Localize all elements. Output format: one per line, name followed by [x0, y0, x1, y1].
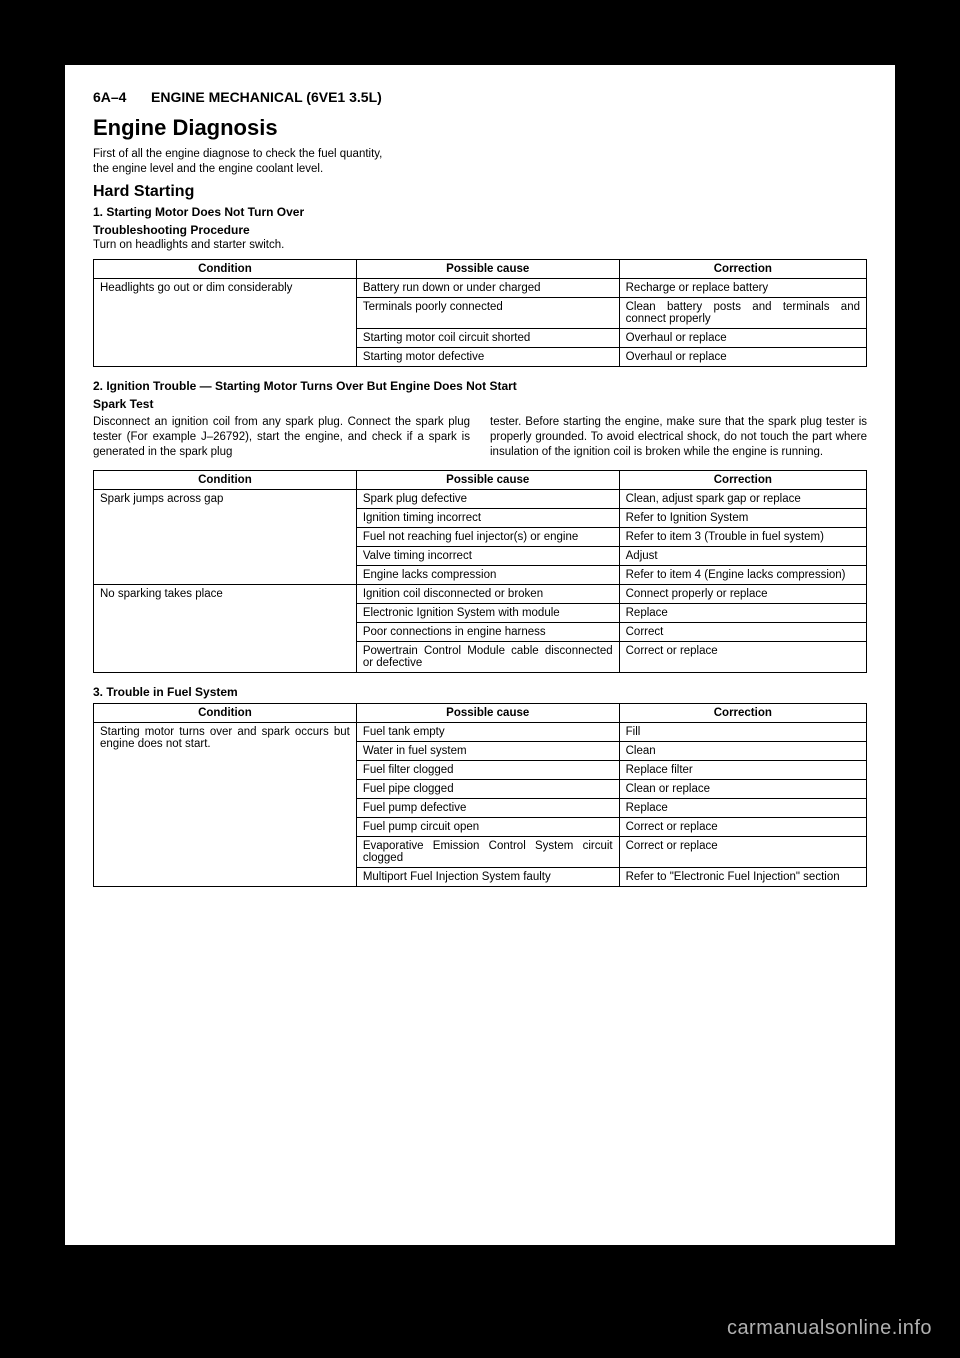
cell-cause: Fuel not reaching fuel injector(s) or en…: [356, 527, 619, 546]
cell-correction: Replace filter: [619, 760, 866, 779]
cell-correction: Fill: [619, 722, 866, 741]
cell-cause: Fuel pipe clogged: [356, 779, 619, 798]
cell-cause: Fuel tank empty: [356, 722, 619, 741]
cell-condition: Starting motor turns over and spark occu…: [94, 722, 357, 886]
cell-cause: Multiport Fuel Injection System faulty: [356, 867, 619, 886]
section-title: Engine Diagnosis: [93, 115, 867, 141]
cell-cause: Water in fuel system: [356, 741, 619, 760]
cell-cause: Fuel filter clogged: [356, 760, 619, 779]
cell-cause: Terminals poorly connected: [356, 297, 619, 328]
page-number: 6A–4: [93, 89, 151, 105]
table-row: No sparking takes place Ignition coil di…: [94, 584, 867, 603]
cell-condition: No sparking takes place: [94, 584, 357, 672]
th-condition: Condition: [94, 703, 357, 722]
cell-cause: Ignition coil disconnected or broken: [356, 584, 619, 603]
cell-correction: Correct or replace: [619, 641, 866, 672]
table-1: Condition Possible cause Correction Head…: [93, 259, 867, 367]
spark-test-text: Disconnect an ignition coil from any spa…: [93, 415, 867, 460]
table-header-row: Condition Possible cause Correction: [94, 703, 867, 722]
th-condition: Condition: [94, 470, 357, 489]
cell-correction: Adjust: [619, 546, 866, 565]
cell-cause: Engine lacks compression: [356, 565, 619, 584]
item1-heading: 1. Starting Motor Does Not Turn Over: [93, 205, 867, 219]
cell-cause: Fuel pump circuit open: [356, 817, 619, 836]
cell-cause: Ignition timing incorrect: [356, 508, 619, 527]
cell-correction: Refer to "Electronic Fuel Injection" sec…: [619, 867, 866, 886]
watermark: carmanualsonline.info: [727, 1317, 932, 1340]
cell-cause: Evaporative Emission Control System circ…: [356, 836, 619, 867]
item2-heading: 2. Ignition Trouble — Starting Motor Tur…: [93, 379, 867, 393]
cell-cause: Electronic Ignition System with module: [356, 603, 619, 622]
intro-line: the engine level and the engine coolant …: [93, 163, 323, 175]
hard-starting-heading: Hard Starting: [93, 183, 867, 201]
cell-correction: Refer to item 4 (Engine lacks compressio…: [619, 565, 866, 584]
intro-line: First of all the engine diagnose to chec…: [93, 148, 382, 160]
cell-correction: Correct or replace: [619, 836, 866, 867]
cell-correction: Refer to Ignition System: [619, 508, 866, 527]
cell-correction: Clean or replace: [619, 779, 866, 798]
cell-correction: Overhaul or replace: [619, 347, 866, 366]
cell-cause: Valve timing incorrect: [356, 546, 619, 565]
cell-correction: Replace: [619, 798, 866, 817]
cell-cause: Fuel pump defective: [356, 798, 619, 817]
table-row: Spark jumps across gap Spark plug defect…: [94, 489, 867, 508]
th-cause: Possible cause: [356, 470, 619, 489]
cell-cause: Spark plug defective: [356, 489, 619, 508]
cell-cause: Powertrain Control Module cable disconne…: [356, 641, 619, 672]
th-cause: Possible cause: [356, 259, 619, 278]
cell-correction: Clean, adjust spark gap or replace: [619, 489, 866, 508]
table-row: Starting motor turns over and spark occu…: [94, 722, 867, 741]
manual-page: 6A–4 ENGINE MECHANICAL (6VE1 3.5L) Engin…: [65, 65, 895, 1245]
cell-correction: Clean: [619, 741, 866, 760]
troubleshoot-text: Turn on headlights and starter switch.: [93, 239, 867, 251]
intro-text: First of all the engine diagnose to chec…: [93, 147, 867, 177]
cell-correction: Replace: [619, 603, 866, 622]
header-title: ENGINE MECHANICAL (6VE1 3.5L): [151, 89, 382, 105]
troubleshoot-heading: Troubleshooting Procedure: [93, 223, 867, 237]
th-condition: Condition: [94, 259, 357, 278]
spark-right-col: tester. Before starting the engine, make…: [490, 415, 867, 460]
cell-cause: Battery run down or under charged: [356, 278, 619, 297]
cell-cause: Starting motor coil circuit shorted: [356, 328, 619, 347]
table-header-row: Condition Possible cause Correction: [94, 259, 867, 278]
th-correction: Correction: [619, 703, 866, 722]
item3-heading: 3. Trouble in Fuel System: [93, 685, 867, 699]
table-row: Headlights go out or dim considerably Ba…: [94, 278, 867, 297]
th-correction: Correction: [619, 259, 866, 278]
cell-condition: Headlights go out or dim considerably: [94, 278, 357, 366]
cell-correction: Correct or replace: [619, 817, 866, 836]
table-header-row: Condition Possible cause Correction: [94, 470, 867, 489]
cell-correction: Overhaul or replace: [619, 328, 866, 347]
spark-left-col: Disconnect an ignition coil from any spa…: [93, 415, 470, 460]
cell-condition: Spark jumps across gap: [94, 489, 357, 584]
cell-correction: Recharge or replace battery: [619, 278, 866, 297]
spark-test-heading: Spark Test: [93, 397, 867, 411]
cell-correction: Connect properly or replace: [619, 584, 866, 603]
table-2: Condition Possible cause Correction Spar…: [93, 470, 867, 673]
cell-correction: Refer to item 3 (Trouble in fuel system): [619, 527, 866, 546]
cell-cause: Starting motor defective: [356, 347, 619, 366]
cell-cause: Poor connections in engine harness: [356, 622, 619, 641]
th-cause: Possible cause: [356, 703, 619, 722]
cell-correction: Clean battery posts and terminals and co…: [619, 297, 866, 328]
table-3: Condition Possible cause Correction Star…: [93, 703, 867, 887]
page-header: 6A–4 ENGINE MECHANICAL (6VE1 3.5L): [93, 89, 867, 105]
th-correction: Correction: [619, 470, 866, 489]
cell-correction: Correct: [619, 622, 866, 641]
